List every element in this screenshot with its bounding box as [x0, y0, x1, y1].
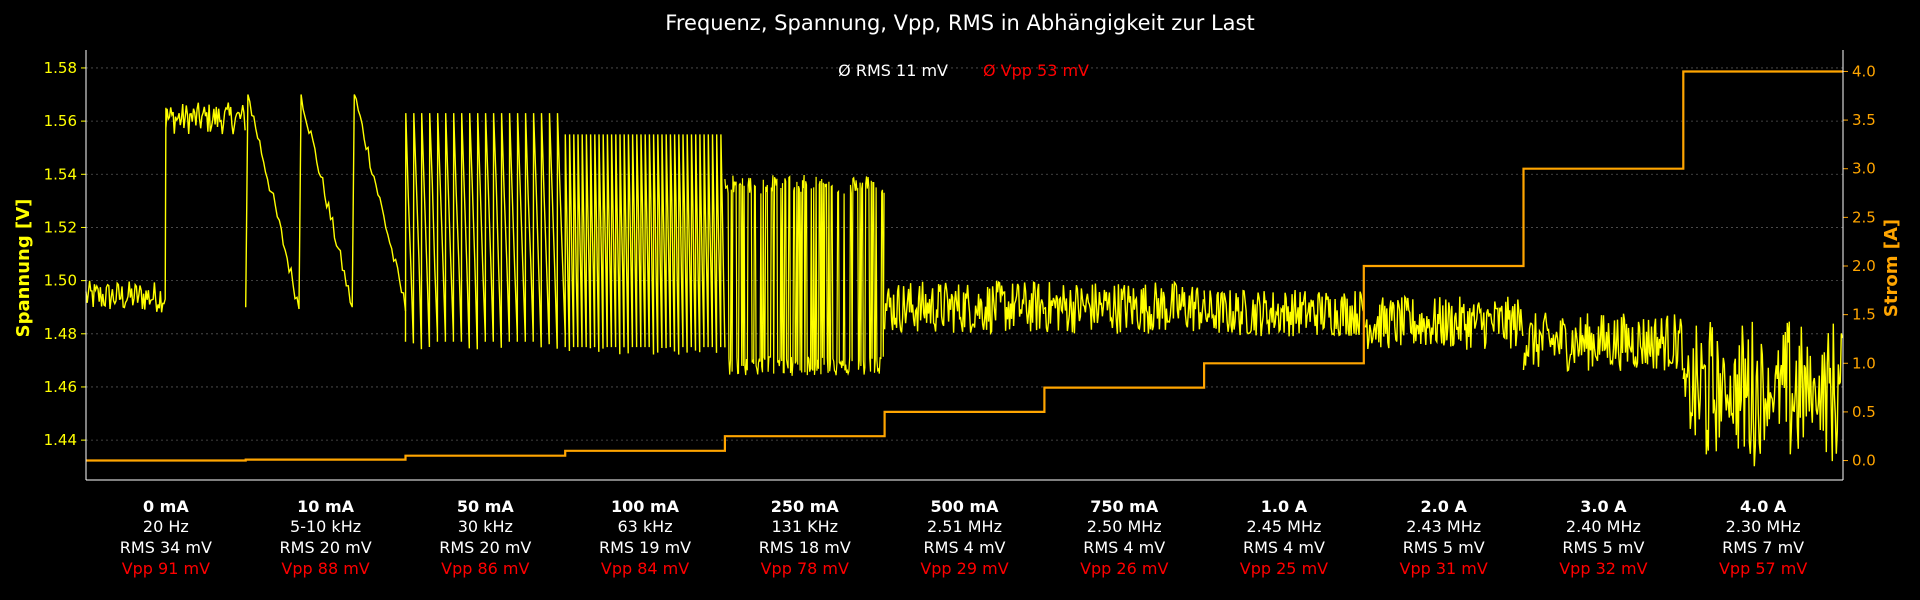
segment-rms-label: RMS 20 mV [439, 538, 531, 557]
voltage-trace-10 [1682, 321, 1843, 467]
y-tick-label-left: 1.56 [44, 112, 77, 130]
segment-vpp-label: Vpp 31 mV [1400, 559, 1488, 578]
current-series [86, 70, 1843, 462]
segment-freq-label: 2.40 MHz [1566, 517, 1641, 536]
segment-rms-label: RMS 4 mV [924, 538, 1006, 557]
segment-rms-label: RMS 5 mV [1403, 538, 1485, 557]
y-tick-label-right: 4.0 [1852, 62, 1876, 80]
segment-vpp-label: Vpp 88 mV [281, 559, 369, 578]
segment-load-label: 4.0 A [1740, 497, 1787, 516]
y-tick-label-left: 1.44 [44, 431, 77, 449]
y-tick-label-right: 1.5 [1852, 306, 1876, 324]
segment-load-label: 0 mA [143, 497, 189, 516]
segment-freq-label: 2.30 MHz [1726, 517, 1801, 536]
segment-freq-label: 131 KHz [771, 517, 838, 536]
legend-vpp: Ø Vpp 53 mV [983, 61, 1089, 80]
segment-freq-label: 2.51 MHz [927, 517, 1002, 536]
legend-rms: Ø RMS 11 mV [838, 61, 948, 80]
segment-rms-label: RMS 34 mV [120, 538, 212, 557]
segment-freq-label: 5-10 kHz [290, 517, 361, 536]
voltage-trace-2 [404, 113, 566, 350]
axes: 1.44 1.46 1.48 1.50 1.52 1.54 1.56 1.58 0.0 0.5 1.… [44, 50, 1876, 481]
y-tick-label-right: 2.0 [1852, 257, 1876, 275]
segment-load-label: 500 mA [930, 497, 999, 516]
segment-vpp-label: Vpp 29 mV [920, 559, 1008, 578]
segment-freq-label: 30 kHz [458, 517, 513, 536]
segment-vpp-label: Vpp 91 mV [122, 559, 210, 578]
segment-vpp-label: Vpp 84 mV [601, 559, 689, 578]
voltage-trace-6 [1043, 280, 1205, 334]
current-step-line [86, 70, 1843, 462]
segment-freq-label: 63 kHz [617, 517, 672, 536]
segment-vpp-label: Vpp 78 mV [761, 559, 849, 578]
segment-load-label: 50 mA [457, 497, 515, 516]
segment-vpp-label: Vpp 57 mV [1719, 559, 1807, 578]
segment-vpp-label: Vpp 26 mV [1080, 559, 1168, 578]
y-tick-label-right: 0.0 [1852, 452, 1876, 470]
segment-rms-label: RMS 7 mV [1722, 538, 1804, 557]
segment-load-label: 250 mA [771, 497, 840, 516]
y-tick-label-left: 1.46 [44, 378, 77, 396]
y-tick-label-right: 2.5 [1852, 208, 1876, 226]
segment-rms-label: RMS 19 mV [599, 538, 691, 557]
segment-load-label: 2.0 A [1421, 497, 1468, 516]
y-tick-label-left: 1.50 [44, 272, 77, 290]
voltage-trace-1 [245, 94, 407, 311]
segment-rms-label: RMS 20 mV [280, 538, 372, 557]
segment-load-label: 10 mA [297, 497, 355, 516]
segment-freq-label: 2.45 MHz [1246, 517, 1321, 536]
y-tick-label-left: 1.58 [44, 59, 77, 77]
y-tick-label-left: 1.54 [44, 165, 77, 183]
voltage-series [85, 94, 1843, 467]
segment-freq-label: 2.50 MHz [1087, 517, 1162, 536]
y-tick-label-right: 3.5 [1852, 111, 1876, 129]
segment-vpp-label: Vpp 25 mV [1240, 559, 1328, 578]
voltage-trace-4 [724, 174, 885, 376]
segment-vpp-label: Vpp 86 mV [441, 559, 529, 578]
segment-rms-label: RMS 4 mV [1243, 538, 1325, 557]
segment-load-label: 750 mA [1090, 497, 1159, 516]
segment-load-label: 3.0 A [1580, 497, 1627, 516]
voltage-trace-9 [1522, 312, 1684, 372]
y-tick-label-left: 1.52 [44, 218, 77, 236]
y-tick-label-right: 1.0 [1852, 354, 1876, 372]
segment-freq-label: 2.43 MHz [1406, 517, 1481, 536]
segment-load-label: 1.0 A [1261, 497, 1308, 516]
segment-rms-label: RMS 5 mV [1562, 538, 1644, 557]
segment-rms-label: RMS 4 mV [1083, 538, 1165, 557]
voltage-trace-0 [85, 102, 246, 313]
y-axis-right-label: Strom [A] [1881, 219, 1902, 317]
voltage-trace-8 [1363, 294, 1524, 350]
voltage-trace-5 [883, 280, 1045, 336]
segment-vpp-label: Vpp 32 mV [1559, 559, 1647, 578]
chart-title: Frequenz, Spannung, Vpp, RMS in Abhängig… [665, 11, 1254, 35]
segment-load-label: 100 mA [611, 497, 680, 516]
voltage-trace-3 [564, 134, 726, 355]
voltage-trace-7 [1203, 289, 1364, 337]
segment-freq-label: 20 Hz [143, 517, 189, 536]
y-tick-label-right: 3.0 [1852, 160, 1876, 178]
segment-rms-label: RMS 18 mV [759, 538, 851, 557]
y-tick-label-right: 0.5 [1852, 403, 1876, 421]
y-tick-label-left: 1.48 [44, 325, 77, 343]
y-axis-left-label: Spannung [V] [13, 199, 34, 338]
